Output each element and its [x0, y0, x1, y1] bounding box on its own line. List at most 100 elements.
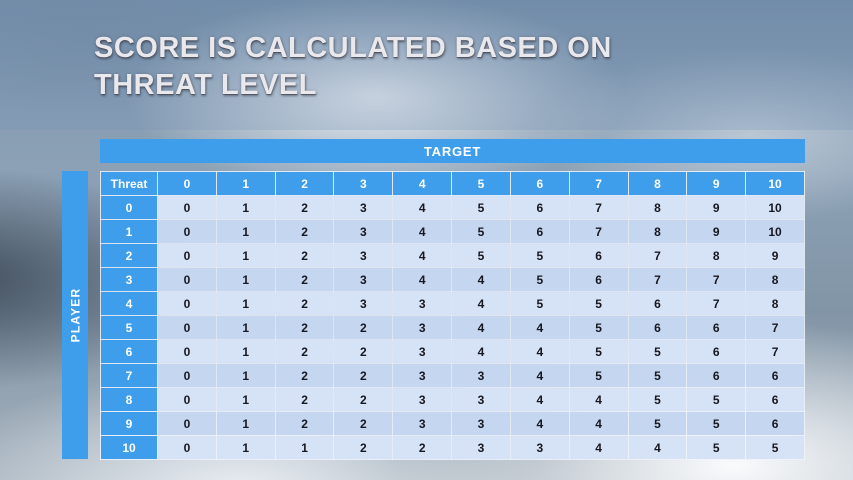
target-axis-label-text: TARGET — [423, 143, 482, 159]
slide-title: SCORE IS CALCULATED BASED ON THREAT LEVE… — [94, 30, 754, 104]
score-table-header-row: Threat 0 1 2 3 4 5 6 7 8 9 10 — [100, 171, 805, 196]
score-cell: 6 — [745, 387, 805, 412]
score-cell: 3 — [392, 411, 453, 436]
score-cell: 5 — [686, 435, 747, 460]
score-cell: 0 — [157, 435, 217, 460]
score-cell: 4 — [568, 387, 629, 412]
column-header: 4 — [392, 171, 453, 196]
score-cell: 1 — [215, 411, 276, 436]
score-cell: 4 — [392, 195, 453, 220]
score-cell: 3 — [392, 363, 453, 388]
score-cell: 9 — [686, 195, 747, 220]
score-cell: 2 — [333, 435, 394, 460]
score-cell: 2 — [274, 219, 335, 244]
score-cell: 3 — [333, 291, 394, 316]
column-header: 10 — [745, 171, 805, 196]
score-cell: 5 — [568, 315, 629, 340]
score-cell: 9 — [686, 219, 747, 244]
corner-header-threat: Threat — [100, 171, 158, 196]
score-cell: 0 — [157, 339, 217, 364]
score-cell: 3 — [333, 195, 394, 220]
row-header: 0 — [100, 195, 158, 220]
column-header: 1 — [215, 171, 276, 196]
score-cell: 7 — [686, 267, 747, 292]
score-cell: 1 — [215, 435, 276, 460]
score-cell: 6 — [509, 195, 570, 220]
score-cell: 0 — [157, 315, 217, 340]
score-cell: 6 — [686, 339, 747, 364]
score-cell: 5 — [568, 291, 629, 316]
title-band — [0, 0, 853, 130]
score-cell: 3 — [509, 435, 570, 460]
score-cell: 3 — [392, 291, 453, 316]
score-cell: 2 — [274, 363, 335, 388]
score-cell: 7 — [568, 195, 629, 220]
score-cell: 6 — [686, 315, 747, 340]
score-cell: 3 — [451, 411, 511, 436]
score-table: Threat 0 1 2 3 4 5 6 7 8 9 10 0 0 1 2 3 4 5 6 7 8 9 10 1 0 1 2 3 4 5… — [100, 171, 805, 460]
score-cell: 2 — [333, 339, 394, 364]
score-cell: 8 — [745, 267, 805, 292]
score-cell: 5 — [627, 411, 688, 436]
score-cell: 2 — [274, 243, 335, 268]
score-cell: 5 — [509, 267, 570, 292]
score-cell: 1 — [215, 387, 276, 412]
score-cell: 8 — [627, 219, 688, 244]
row-header: 10 — [100, 435, 158, 460]
score-cell: 10 — [745, 195, 805, 220]
score-cell: 5 — [686, 411, 747, 436]
score-cell: 0 — [157, 243, 217, 268]
score-cell: 4 — [392, 219, 453, 244]
score-cell: 2 — [274, 267, 335, 292]
score-cell: 5 — [627, 339, 688, 364]
score-cell: 1 — [215, 291, 276, 316]
score-cell: 7 — [686, 291, 747, 316]
score-cell: 5 — [509, 243, 570, 268]
column-header: 7 — [568, 171, 629, 196]
score-cell: 0 — [157, 267, 217, 292]
score-cell: 4 — [451, 315, 511, 340]
score-cell: 0 — [157, 363, 217, 388]
score-cell: 5 — [451, 219, 511, 244]
score-cell: 3 — [451, 387, 511, 412]
score-cell: 5 — [627, 387, 688, 412]
score-cell: 4 — [451, 291, 511, 316]
score-cell: 4 — [392, 243, 453, 268]
score-cell: 2 — [274, 339, 335, 364]
row-header: 2 — [100, 243, 158, 268]
score-cell: 7 — [745, 339, 805, 364]
row-header: 1 — [100, 219, 158, 244]
score-cell: 1 — [215, 339, 276, 364]
row-header: 7 — [100, 363, 158, 388]
score-cell: 0 — [157, 219, 217, 244]
score-cell: 7 — [627, 243, 688, 268]
row-header: 9 — [100, 411, 158, 436]
score-cell: 2 — [333, 363, 394, 388]
score-cell: 0 — [157, 291, 217, 316]
score-cell: 4 — [509, 315, 570, 340]
column-header: 9 — [686, 171, 747, 196]
score-cell: 6 — [568, 267, 629, 292]
score-cell: 4 — [509, 411, 570, 436]
score-cell: 9 — [745, 243, 805, 268]
score-cell: 1 — [215, 315, 276, 340]
score-cell: 1 — [215, 195, 276, 220]
score-cell: 7 — [568, 219, 629, 244]
table-row: 1 0 1 2 3 4 5 6 7 8 9 10 — [100, 219, 805, 244]
column-header: 8 — [627, 171, 688, 196]
score-cell: 0 — [157, 195, 217, 220]
score-cell: 1 — [274, 435, 335, 460]
score-table-body: 0 0 1 2 3 4 5 6 7 8 9 10 1 0 1 2 3 4 5 6 7 8 9 10 2 0 1 2 3 4 5 5 6 7 8 9 3 0… — [100, 195, 805, 460]
score-cell: 8 — [686, 243, 747, 268]
player-axis-label-text: PLAYER — [68, 287, 82, 343]
score-cell: 5 — [568, 339, 629, 364]
row-header: 3 — [100, 267, 158, 292]
score-cell: 6 — [745, 411, 805, 436]
slide-title-line1: SCORE IS CALCULATED BASED ON — [94, 32, 612, 64]
score-cell: 2 — [333, 411, 394, 436]
